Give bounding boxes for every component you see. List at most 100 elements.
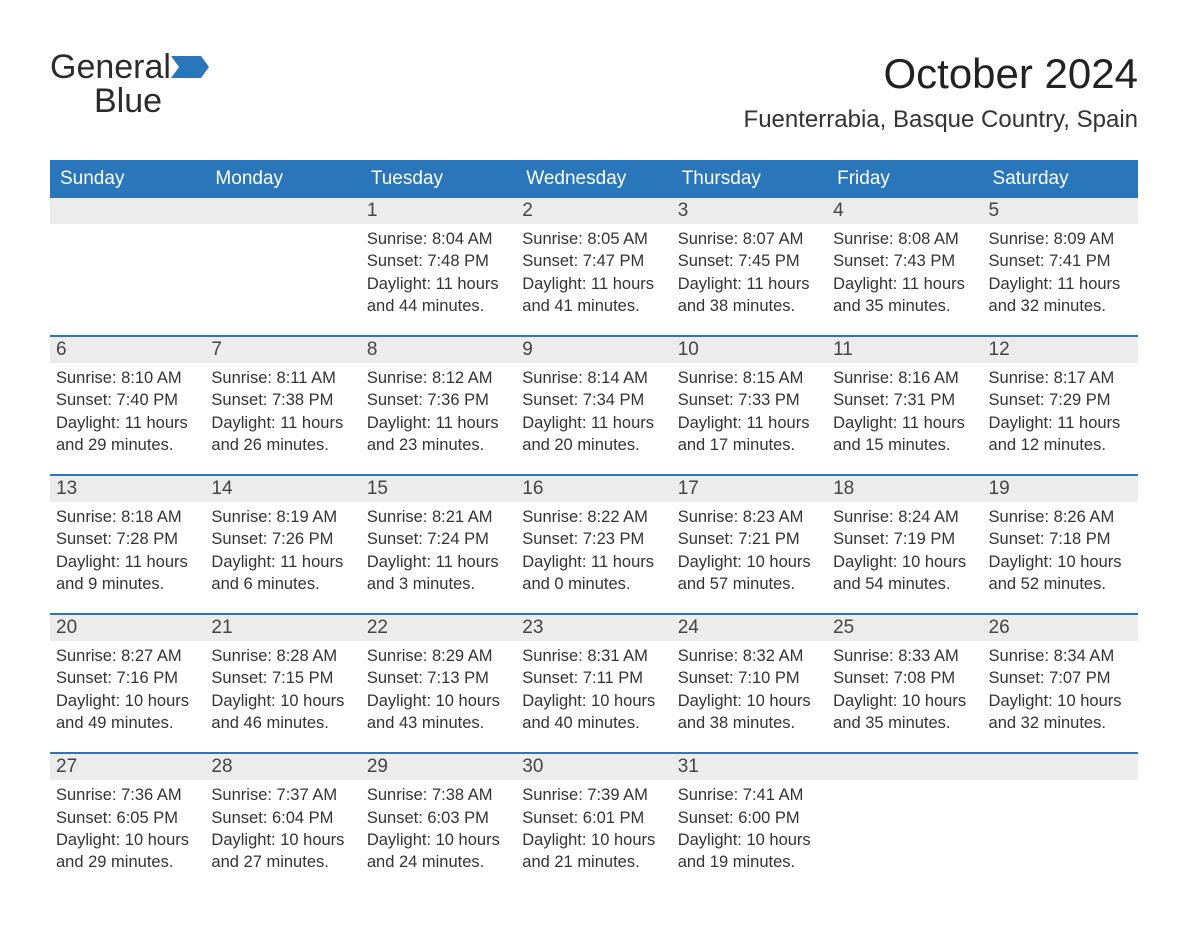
day-cell: 1 Sunrise: 8:04 AMSunset: 7:48 PMDaylight… <box>361 198 516 325</box>
day-info: Sunrise: 7:38 AMSunset: 6:03 PMDaylight:… <box>367 784 510 873</box>
day-number: 26 <box>983 615 1138 641</box>
daylight-text: Daylight: 10 hours and 38 minutes. <box>678 690 821 735</box>
sunset-text: Sunset: 7:40 PM <box>56 389 199 411</box>
sunset-text: Sunset: 7:45 PM <box>678 250 821 272</box>
sunset-text: Sunset: 7:16 PM <box>56 667 199 689</box>
daylight-text: Daylight: 11 hours and 12 minutes. <box>989 412 1132 457</box>
day-number: 19 <box>983 476 1138 502</box>
day-number: 7 <box>205 337 360 363</box>
sunset-text: Sunset: 6:05 PM <box>56 807 199 829</box>
location: Fuenterrabia, Basque Country, Spain <box>744 106 1138 134</box>
day-cell: 13Sunrise: 8:18 AMSunset: 7:28 PMDayligh… <box>50 476 205 603</box>
sunrise-text: Sunrise: 8:27 AM <box>56 645 199 667</box>
sunset-text: Sunset: 7:36 PM <box>367 389 510 411</box>
sunset-text: Sunset: 7:47 PM <box>522 250 665 272</box>
logo-text-general: General <box>50 48 171 86</box>
daylight-text: Daylight: 11 hours and 41 minutes. <box>522 273 665 318</box>
daylight-text: Daylight: 11 hours and 0 minutes. <box>522 551 665 596</box>
sunrise-text: Sunrise: 8:32 AM <box>678 645 821 667</box>
day-cell: 16Sunrise: 8:22 AMSunset: 7:23 PMDayligh… <box>516 476 671 603</box>
day-number: 1 <box>361 198 516 224</box>
day-info: Sunrise: 8:23 AMSunset: 7:21 PMDaylight:… <box>678 506 821 595</box>
day-cell <box>205 198 360 325</box>
daylight-text: Daylight: 11 hours and 3 minutes. <box>367 551 510 596</box>
day-number <box>205 198 360 224</box>
week-row: 27Sunrise: 7:36 AMSunset: 6:05 PMDayligh… <box>50 752 1138 881</box>
sunrise-text: Sunrise: 8:15 AM <box>678 367 821 389</box>
daylight-text: Daylight: 11 hours and 23 minutes. <box>367 412 510 457</box>
day-cell: 25Sunrise: 8:33 AMSunset: 7:08 PMDayligh… <box>827 615 982 742</box>
day-cell: 24 Sunrise: 8:32 AMSunset: 7:10 PMDayligh… <box>672 615 827 742</box>
daylight-text: Daylight: 11 hours and 32 minutes. <box>989 273 1132 318</box>
sunrise-text: Sunrise: 8:24 AM <box>833 506 976 528</box>
sunset-text: Sunset: 7:28 PM <box>56 528 199 550</box>
daylight-text: Daylight: 10 hours and 52 minutes. <box>989 551 1132 596</box>
daylight-text: Daylight: 11 hours and 29 minutes. <box>56 412 199 457</box>
daylight-text: Daylight: 10 hours and 43 minutes. <box>367 690 510 735</box>
day-info: Sunrise: 8:18 AMSunset: 7:28 PMDaylight:… <box>56 506 199 595</box>
day-number <box>50 198 205 224</box>
day-info: Sunrise: 8:09 AMSunset: 7:41 PMDaylight:… <box>989 228 1132 317</box>
sunrise-text: Sunrise: 8:22 AM <box>522 506 665 528</box>
day-cell: 18Sunrise: 8:24 AMSunset: 7:19 PMDayligh… <box>827 476 982 603</box>
day-info: Sunrise: 8:28 AMSunset: 7:15 PMDaylight:… <box>211 645 354 734</box>
day-info: Sunrise: 7:41 AMSunset: 6:00 PMDaylight:… <box>678 784 821 873</box>
sunrise-text: Sunrise: 8:21 AM <box>367 506 510 528</box>
week-row: 20 Sunrise: 8:27 AMSunset: 7:16 PM Dayligh… <box>50 613 1138 742</box>
sunrise-text: Sunrise: 8:19 AM <box>211 506 354 528</box>
day-info: Sunrise: 8:15 AMSunset: 7:33 PMDaylight:… <box>678 367 821 456</box>
week-row: 13Sunrise: 8:18 AMSunset: 7:28 PMDayligh… <box>50 474 1138 603</box>
day-number: 30 <box>516 754 671 780</box>
sunrise-text: Sunrise: 8:04 AM <box>367 228 510 250</box>
day-header: Wednesday <box>516 160 671 198</box>
daylight-text: Daylight: 11 hours and 17 minutes. <box>678 412 821 457</box>
sunset-text: Sunset: 6:00 PM <box>678 807 821 829</box>
daylight-text: Daylight: 10 hours and 21 minutes. <box>522 829 665 874</box>
day-number <box>983 754 1138 780</box>
day-cell: 30 Sunrise: 7:39 AMSunset: 6:01 PMDayligh… <box>516 754 671 881</box>
logo-text-blue: Blue <box>94 82 162 120</box>
sunset-text: Sunset: 7:24 PM <box>367 528 510 550</box>
day-info: Sunrise: 8:24 AMSunset: 7:19 PMDaylight:… <box>833 506 976 595</box>
day-header: Friday <box>827 160 982 198</box>
day-info: Sunrise: 8:04 AMSunset: 7:48 PMDaylight:… <box>367 228 510 317</box>
day-cell: 11Sunrise: 8:16 AMSunset: 7:31 PMDayligh… <box>827 337 982 464</box>
day-info: Sunrise: 8:10 AMSunset: 7:40 PMDaylight:… <box>56 367 199 456</box>
day-info: Sunrise: 8:32 AMSunset: 7:10 PMDaylight:… <box>678 645 821 734</box>
sunset-text: Sunset: 7:08 PM <box>833 667 976 689</box>
sunrise-text: Sunrise: 8:05 AM <box>522 228 665 250</box>
day-cell: 9Sunrise: 8:14 AMSunset: 7:34 PMDaylight… <box>516 337 671 464</box>
day-info: Sunrise: 8:05 AMSunset: 7:47 PMDaylight:… <box>522 228 665 317</box>
sunrise-text: Sunrise: 8:17 AM <box>989 367 1132 389</box>
daylight-text: Daylight: 11 hours and 15 minutes. <box>833 412 976 457</box>
day-cell: 21Sunrise: 8:28 AMSunset: 7:15 PMDayligh… <box>205 615 360 742</box>
sunrise-text: Sunrise: 8:09 AM <box>989 228 1132 250</box>
sunrise-text: Sunrise: 7:39 AM <box>522 784 665 806</box>
daylight-text: Daylight: 10 hours and 40 minutes. <box>522 690 665 735</box>
sunrise-text: Sunrise: 7:37 AM <box>211 784 354 806</box>
day-number: 11 <box>827 337 982 363</box>
day-number: 24 <box>672 615 827 641</box>
day-number: 10 <box>672 337 827 363</box>
daylight-text: Daylight: 11 hours and 26 minutes. <box>211 412 354 457</box>
day-number: 12 <box>983 337 1138 363</box>
daylight-text: Daylight: 10 hours and 57 minutes. <box>678 551 821 596</box>
day-header-row: Sunday Monday Tuesday Wednesday Thursday… <box>50 160 1138 198</box>
sunset-text: Sunset: 6:01 PM <box>522 807 665 829</box>
day-info: Sunrise: 8:22 AMSunset: 7:23 PMDaylight:… <box>522 506 665 595</box>
day-cell: 10 Sunrise: 8:15 AMSunset: 7:33 PMDayligh… <box>672 337 827 464</box>
day-cell: 20Sunrise: 8:27 AMSunset: 7:16 PMDayligh… <box>50 615 205 742</box>
sunrise-text: Sunrise: 8:33 AM <box>833 645 976 667</box>
day-number: 20 <box>50 615 205 641</box>
day-cell <box>827 754 982 881</box>
day-info: Sunrise: 8:17 AMSunset: 7:29 PMDaylight:… <box>989 367 1132 456</box>
sunrise-text: Sunrise: 8:18 AM <box>56 506 199 528</box>
logo-flag-icon <box>171 56 209 83</box>
sunrise-text: Sunrise: 8:29 AM <box>367 645 510 667</box>
logo-text-wrap: General Blue <box>50 50 209 118</box>
sunrise-text: Sunrise: 8:07 AM <box>678 228 821 250</box>
logo: General Blue <box>50 50 209 118</box>
week-row: 1 Sunrise: 8:04 AMSunset: 7:48 PMDaylight… <box>50 198 1138 325</box>
day-cell <box>983 754 1138 881</box>
daylight-text: Daylight: 11 hours and 20 minutes. <box>522 412 665 457</box>
